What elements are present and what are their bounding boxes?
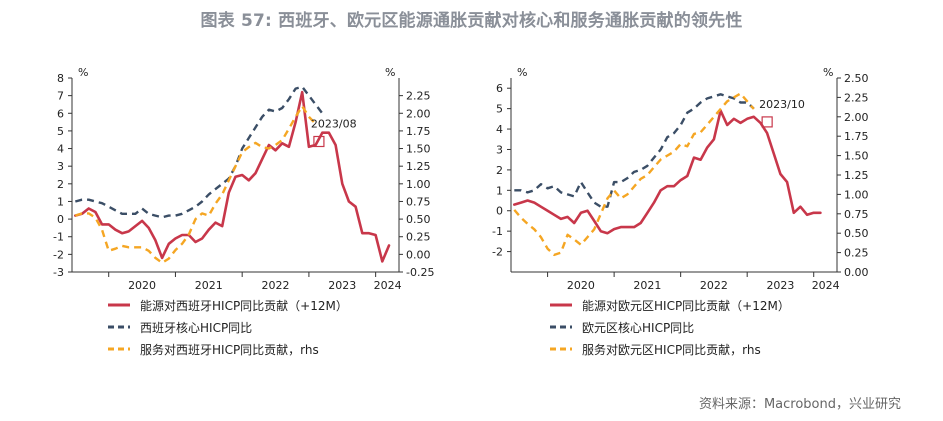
right-tick-label: 0.25: [844, 247, 869, 260]
annotation-label: 2023/10: [759, 98, 805, 111]
left-tick-label: -2: [53, 248, 64, 261]
left-tick-label: 3: [496, 143, 503, 156]
left-tick-label: -2: [492, 246, 503, 259]
x-tick-label: 2024: [374, 279, 402, 292]
left-unit-label: %: [517, 66, 527, 79]
left-tick-label: 4: [496, 123, 503, 136]
left-tick-label: 0: [496, 205, 503, 218]
series-line-0: [74, 90, 391, 263]
right-tick-label: 2.00: [844, 111, 869, 124]
left-tick-label: 7: [57, 90, 64, 103]
right-tick-label: 2.25: [844, 91, 869, 104]
legend-label-1: 西班牙核心HICP同比: [140, 321, 252, 335]
right-tick-label: 1.50: [844, 150, 869, 163]
left-tick-label: 2: [57, 178, 64, 191]
annotation-label: 2023/08: [311, 117, 357, 130]
left-tick-label: 1: [496, 184, 503, 197]
left-tick-label: 4: [57, 143, 64, 156]
legend-label-0: 能源对西班牙HICP同比贡献（+12M）: [140, 298, 348, 313]
x-tick-label: 2021: [633, 279, 661, 292]
series-line-1: [74, 85, 324, 219]
right-tick-label: 1.00: [406, 178, 431, 191]
left-unit-label: %: [78, 66, 88, 79]
source-note: 资料来源：Macrobond，兴业研究: [698, 397, 901, 412]
annotation-marker: [313, 135, 325, 148]
left-tick-label: -3: [53, 266, 64, 279]
figure-title: 图表 57: 西班牙、欧元区能源通胀贡献对核心和服务通胀贡献的领先性: [200, 11, 743, 31]
left-tick-label: 5: [57, 125, 64, 138]
left-tick-label: 3: [57, 160, 64, 173]
legend-label-2: 服务对欧元区HICP同比贡献，rhs: [582, 342, 761, 357]
chart-panel-spain: % % -3 -2 -1 0 1 2 3 4 5 6 7 8 -0.25 0.00 0.25 0.50 0.75 1.…: [53, 66, 434, 357]
right-tick-label: 0.00: [844, 266, 869, 279]
right-tick-label: 0.50: [844, 227, 869, 240]
legend-label-0: 能源对欧元区HICP同比贡献（+12M）: [582, 298, 790, 313]
right-tick-label: 0.75: [406, 195, 431, 208]
right-tick-label: 2.25: [406, 90, 431, 103]
x-tick-label: 2022: [262, 279, 290, 292]
right-tick-label: 0.50: [406, 213, 431, 226]
series-line-0: [512, 109, 822, 235]
right-unit-label: %: [823, 66, 833, 79]
left-tick-label: 0: [57, 213, 64, 226]
x-tick-label: 2023: [766, 279, 794, 292]
right-tick-label: 0.75: [844, 208, 869, 221]
left-tick-label: 8: [57, 72, 64, 85]
series-line-2: [74, 104, 317, 264]
x-tick-label: 2020: [567, 279, 595, 292]
right-tick-label: 2.00: [406, 107, 431, 120]
right-tick-label: 2.50: [844, 72, 869, 85]
right-tick-label: 0.00: [406, 248, 431, 261]
x-tick-label: 2020: [128, 279, 156, 292]
left-tick-label: -1: [53, 231, 64, 244]
legend-label-1: 欧元区核心HICP同比: [582, 321, 694, 335]
left-tick-label: -1: [492, 225, 503, 238]
right-tick-label: -0.25: [406, 266, 434, 279]
x-tick-label: 2023: [328, 279, 356, 292]
left-tick-label: 6: [57, 107, 64, 120]
x-tick-label: 2021: [195, 279, 223, 292]
x-tick-label: 2022: [700, 279, 728, 292]
x-tick-label: 2024: [812, 279, 840, 292]
left-tick-label: 6: [496, 82, 503, 95]
right-tick-label: 1.25: [406, 160, 431, 173]
right-tick-label: 1.25: [844, 169, 869, 182]
left-tick-label: 5: [496, 103, 503, 116]
right-unit-label: %: [385, 66, 395, 79]
right-tick-label: 1.50: [406, 143, 431, 156]
right-tick-label: 0.25: [406, 231, 431, 244]
series-line-1: [514, 93, 755, 208]
right-tick-label: 1.75: [844, 130, 869, 143]
chart-panel-eurozone: % % -2 -1 0 1 2 3 4 5 6 0.00 0.25 0.50 0.75 1.00 1.25 1.5…: [492, 66, 868, 357]
legend-label-2: 服务对西班牙HICP同比贡献，rhs: [140, 342, 319, 357]
left-tick-label: 2: [496, 164, 503, 177]
left-tick-label: 1: [57, 195, 64, 208]
series-line-2: [513, 92, 755, 257]
right-tick-label: 1.75: [406, 125, 431, 138]
right-tick-label: 1.00: [844, 188, 869, 201]
annotation-marker: [761, 116, 773, 128]
